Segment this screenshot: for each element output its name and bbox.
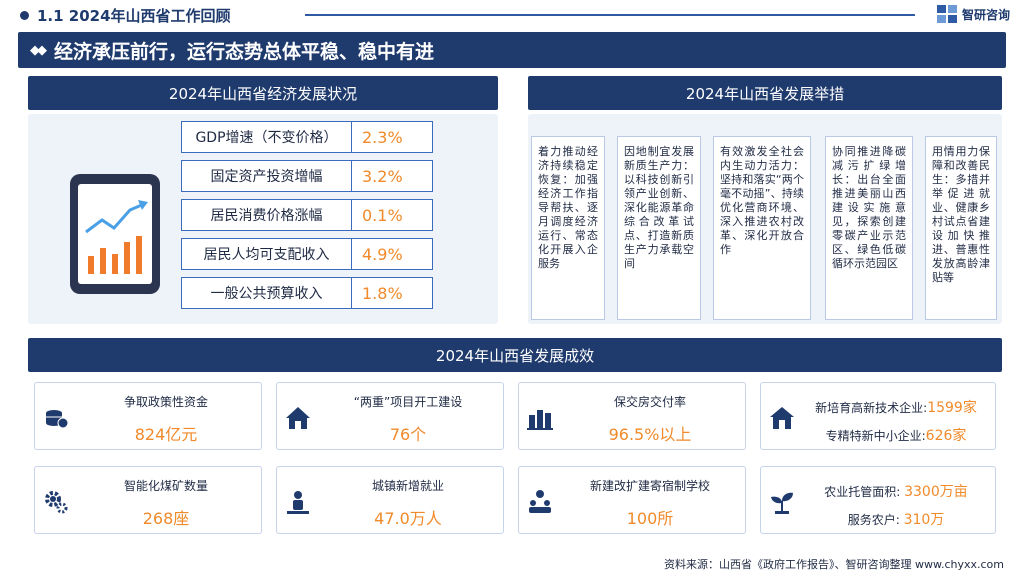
card-title: 保交房交付率 [613, 395, 686, 409]
card-title: “两重”项目开工建设 [353, 395, 463, 409]
metric-value: 3.2% [351, 160, 433, 192]
main-banner: ◆◆ 经济承压前行，运行态势总体平稳、稳中有进 [18, 32, 1006, 68]
home-icon [769, 405, 795, 431]
buildings-icon [527, 405, 553, 431]
metric-gdp: GDP增速（不变价格） 2.3% [181, 121, 433, 153]
metric-label: GDP增速（不变价格） [181, 121, 351, 153]
metric-value: 4.9% [351, 238, 433, 270]
coins-icon [43, 405, 69, 431]
measure-item: 着力推动经济持续稳定恢复：加强经济工作指导帮扶、逐月调度经济运行、常态化开展入企… [531, 136, 605, 320]
card-value: 824亿元 [134, 425, 198, 444]
people-icon [527, 489, 553, 515]
card-value: 1599家 [927, 400, 977, 416]
result-card-projects: “两重”项目开工建设 76个 [276, 382, 504, 450]
house-icon [285, 405, 311, 431]
result-card-agriculture: 农业托管面积: 3300万亩 服务农户: 310万 [760, 466, 996, 534]
result-card-enterprises: 新培育高新技术企业:1599家 专精特新中小企业:626家 [760, 382, 996, 450]
card-value: 100所 [626, 509, 674, 528]
card-title: 农业托管面积: [824, 485, 901, 499]
metric-value: 1.8% [351, 277, 433, 309]
card-title: 新建改扩建寄宿制学校 [589, 479, 710, 493]
person-icon [285, 489, 311, 515]
gears-icon [43, 489, 69, 515]
card-title: 智能化煤矿数量 [123, 479, 208, 493]
section-heading: 1.1 2024年山西省工作回顾 [37, 6, 231, 25]
metric-income: 居民人均可支配收入 4.9% [181, 238, 433, 270]
header-divider [305, 14, 915, 16]
brand-name: 智研咨询 [961, 7, 1010, 22]
card-title-2: 服务农户: [847, 513, 900, 527]
card-value: 3300万亩 [904, 484, 968, 500]
metric-cpi: 居民消费价格涨幅 0.1% [181, 199, 433, 231]
metric-budget-revenue: 一般公共预算收入 1.8% [181, 277, 433, 309]
card-value: 47.0万人 [374, 509, 442, 528]
sprout-icon [769, 489, 795, 515]
metric-value: 2.3% [351, 121, 433, 153]
result-card-smart-mines: 智能化煤矿数量 268座 [34, 466, 262, 534]
card-title: 新培育高新技术企业: [815, 401, 928, 415]
top-header: 1.1 2024年山西省工作回顾 [0, 0, 1024, 30]
result-card-policy-funds: 争取政策性资金 824亿元 [34, 382, 262, 450]
metric-value: 0.1% [351, 199, 433, 231]
results-section-title: 2024年山西省发展成效 [28, 338, 1002, 372]
source-footer: 资料来源：山西省《政府工作报告》、智研咨询整理 www.chyxx.com [663, 558, 1004, 571]
result-card-boarding-schools: 新建改扩建寄宿制学校 100所 [518, 466, 746, 534]
card-title: 争取政策性资金 [123, 395, 208, 409]
card-title-2: 专精特新中小企业: [825, 429, 926, 443]
metric-label: 固定资产投资增幅 [181, 160, 351, 192]
card-value: 268座 [142, 509, 190, 528]
metric-label: 居民消费价格涨幅 [181, 199, 351, 231]
bullet-dot-icon [20, 10, 29, 20]
result-card-employment: 城镇新增就业 47.0万人 [276, 466, 504, 534]
brand-logo[interactable]: 智研咨询 [936, 5, 1010, 23]
card-value-2: 626家 [925, 428, 967, 444]
diamond-icon: ◆◆ [30, 42, 47, 58]
card-value: 76个 [389, 425, 427, 444]
card-value: 96.5%以上 [608, 425, 692, 444]
measures-section-title: 2024年山西省发展举措 [528, 76, 1002, 110]
tablet-chart-icon [70, 174, 160, 294]
card-value-2: 310万 [903, 512, 945, 528]
metric-label: 居民人均可支配收入 [181, 238, 351, 270]
card-title: 城镇新增就业 [371, 479, 444, 493]
measure-item: 有效激发全社会内生动力活力：坚持和落实“两个毫不动摇”、持续优化营商环境、深入推… [713, 136, 811, 320]
measure-item: 用情用力保障和改善民生：多措并举促进就业、健康乡村试点省建设加快推进、普惠性发放… [925, 136, 997, 320]
brand-mark-icon [936, 5, 957, 23]
metric-fixed-investment: 固定资产投资增幅 3.2% [181, 160, 433, 192]
banner-title: 经济承压前行，运行态势总体平稳、稳中有进 [54, 40, 435, 63]
measure-item: 协同推进降碳减污扩绿增长：出台全面推进美丽山西建设实施意见，探索创建零碳产业示范… [825, 136, 913, 320]
measure-item: 因地制宜发展新质生产力：以科技创新引领产业创新、深化能源革命综合改革试点、打造新… [617, 136, 701, 320]
result-card-housing-delivery: 保交房交付率 96.5%以上 [518, 382, 746, 450]
economy-section-title: 2024年山西省经济发展状况 [28, 76, 498, 110]
metric-label: 一般公共预算收入 [181, 277, 351, 309]
